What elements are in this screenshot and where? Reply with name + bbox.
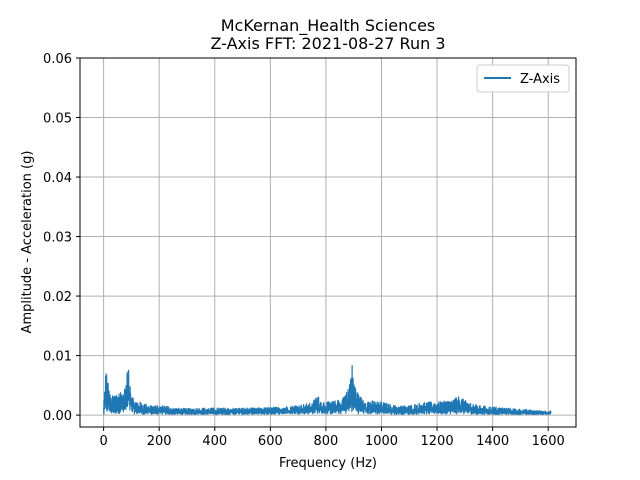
x-tick-label: 1400 — [476, 434, 509, 449]
y-tick-label: 0.05 — [43, 112, 72, 127]
x-tick-label: 1200 — [421, 434, 454, 449]
x-tick-label: 400 — [202, 434, 227, 449]
x-axis-label: Frequency (Hz) — [279, 456, 377, 471]
y-tick-label: 0.03 — [43, 231, 72, 246]
axis-ticks: 0 200 400 600 800 1000 1200 1400 1600 0.00 0.01 0.0… — [43, 52, 565, 449]
y-tick-label: 0.01 — [43, 350, 72, 365]
y-tick-label: 0.04 — [43, 171, 72, 186]
chart-title-line-1: McKernan_Health Sciences — [221, 16, 436, 36]
x-tick-label: 1600 — [532, 434, 565, 449]
y-tick-label: 0.00 — [43, 409, 72, 424]
y-tick-label: 0.02 — [43, 290, 72, 305]
plot-frame — [79, 57, 577, 428]
chart-title-line-2: Z-Axis FFT: 2021-08-27 Run 3 — [210, 34, 445, 53]
y-axis-label: Amplitude - Acceleration (g) — [20, 151, 35, 334]
legend: Z-Axis — [476, 64, 570, 93]
x-tick-label: 0 — [99, 434, 107, 449]
x-tick-label: 1000 — [365, 434, 398, 449]
plot-area — [80, 58, 576, 427]
series-layer — [103, 365, 552, 416]
series-line-z-axis — [103, 365, 552, 416]
legend-label-z-axis: Z-Axis — [520, 72, 560, 87]
grid-lines — [80, 57, 576, 427]
x-tick-label: 200 — [147, 434, 172, 449]
legend-box — [476, 64, 570, 93]
y-tick-label: 0.06 — [43, 52, 72, 67]
x-tick-label: 600 — [258, 434, 283, 449]
x-tick-label: 800 — [314, 434, 339, 449]
